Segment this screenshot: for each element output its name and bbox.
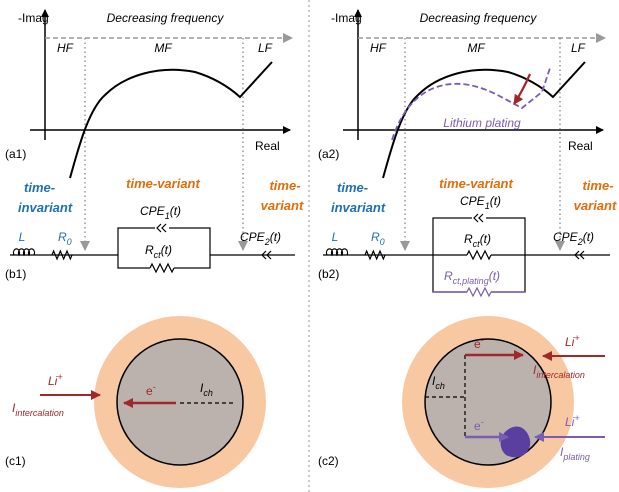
regime-label: variant xyxy=(574,198,617,213)
regime-label: time- xyxy=(582,178,613,193)
ion-label: Li+ xyxy=(48,372,63,388)
particle-core xyxy=(425,339,551,465)
cpe-label-part: (t) xyxy=(490,194,501,208)
cpe-label-part: (t) xyxy=(583,230,594,244)
regime-label: time- xyxy=(24,180,55,195)
inductor-label: L xyxy=(19,230,26,244)
resistor-label: R0 xyxy=(58,230,72,247)
regime-label: time-variant xyxy=(126,176,200,191)
inductor xyxy=(13,249,34,255)
electron-label-part: - xyxy=(481,417,484,427)
resistor-label: R0 xyxy=(371,230,385,247)
resistor-label-part: R xyxy=(371,230,380,244)
current-label-part: plating xyxy=(562,452,590,462)
plating-label: Lithium plating xyxy=(443,116,521,130)
region-label: LF xyxy=(258,41,273,55)
channel-label-part: ch xyxy=(203,388,213,398)
frequency-label: Decreasing frequency xyxy=(107,11,225,25)
y-axis-label: -Imag xyxy=(331,11,362,25)
resistor-label: Rct(t) xyxy=(145,243,172,260)
frequency-label: Decreasing frequency xyxy=(420,11,538,25)
resistor-label-part: ct,plating xyxy=(453,276,489,286)
y-axis-label: -Imag xyxy=(18,11,49,25)
electron-label-part: - xyxy=(481,335,484,345)
cpe-label-part: CPE xyxy=(140,204,166,218)
ion-label: Li+ xyxy=(565,333,580,349)
resistor-label-part: R xyxy=(464,232,473,246)
ion-label-part: + xyxy=(574,413,579,423)
resistor-label-part: R xyxy=(444,269,453,283)
region-label: MF xyxy=(467,41,485,55)
ion-label-part: Li xyxy=(48,374,58,388)
x-axis-label: Real xyxy=(568,139,593,153)
panel-label: (a1) xyxy=(5,147,26,161)
panel-label: (a2) xyxy=(318,147,339,161)
resistor-label-part: R xyxy=(145,243,154,257)
inductor-label: L xyxy=(332,230,339,244)
ion-label: Li+ xyxy=(565,413,580,429)
current-label-part: intercalation xyxy=(536,370,585,380)
current-label: Iplating xyxy=(560,445,590,462)
nyquist-curve xyxy=(70,62,272,178)
resistor-label-part: (t) xyxy=(489,269,500,283)
cpe-label-part: CPE xyxy=(460,194,486,208)
region-label: LF xyxy=(571,41,586,55)
inductor xyxy=(327,249,348,255)
region-label: HF xyxy=(57,41,74,55)
cpe-label-part: CPE xyxy=(240,230,266,244)
electron-label-part: - xyxy=(153,382,156,392)
ion-label-part: + xyxy=(57,372,62,382)
panel-label: (b1) xyxy=(5,267,26,281)
regime-label: time-variant xyxy=(439,176,513,191)
panel-label: (b2) xyxy=(318,267,339,281)
x-axis-label: Real xyxy=(255,139,280,153)
cpe-label: CPE2(t) xyxy=(553,230,594,247)
resistor-label-part: 0 xyxy=(380,237,385,247)
current-label-part: intercalation xyxy=(15,408,64,418)
resistor-label-part: (t) xyxy=(480,232,491,246)
resistor-label: Rct(t) xyxy=(464,232,491,249)
panel-label: (c1) xyxy=(5,454,26,468)
region-label: MF xyxy=(154,41,172,55)
resistor-label: Rct,plating(t) xyxy=(444,269,500,286)
cpe-label: CPE2(t) xyxy=(240,230,281,247)
cpe-label-part: (t) xyxy=(270,230,281,244)
regime-label: invariant xyxy=(331,200,386,215)
channel-label-part: ch xyxy=(435,381,445,391)
cpe-label-part: (t) xyxy=(170,204,181,218)
region-label: HF xyxy=(370,41,387,55)
resistor-label-part: (t) xyxy=(161,243,172,257)
ion-label-part: + xyxy=(574,333,579,343)
regime-label: time- xyxy=(269,178,300,193)
panel-label: (c2) xyxy=(318,454,339,468)
ion-label-part: Li xyxy=(565,335,575,349)
cpe-label-part: CPE xyxy=(553,230,579,244)
cpe-label: CPE1(t) xyxy=(140,204,181,221)
regime-label: invariant xyxy=(18,200,73,215)
shift-arrow xyxy=(514,74,530,104)
figure: -Imag Real Decreasing frequency HF MF LF (a1) t… xyxy=(0,0,619,492)
regime-label: variant xyxy=(261,198,304,213)
cpe-label: CPE1(t) xyxy=(460,194,501,211)
ion-label-part: Li xyxy=(565,415,575,429)
regime-label: time- xyxy=(337,180,368,195)
resistor-label-part: 0 xyxy=(67,237,72,247)
resistor-label-part: R xyxy=(58,230,67,244)
current-label: Iintercalation xyxy=(12,401,64,418)
